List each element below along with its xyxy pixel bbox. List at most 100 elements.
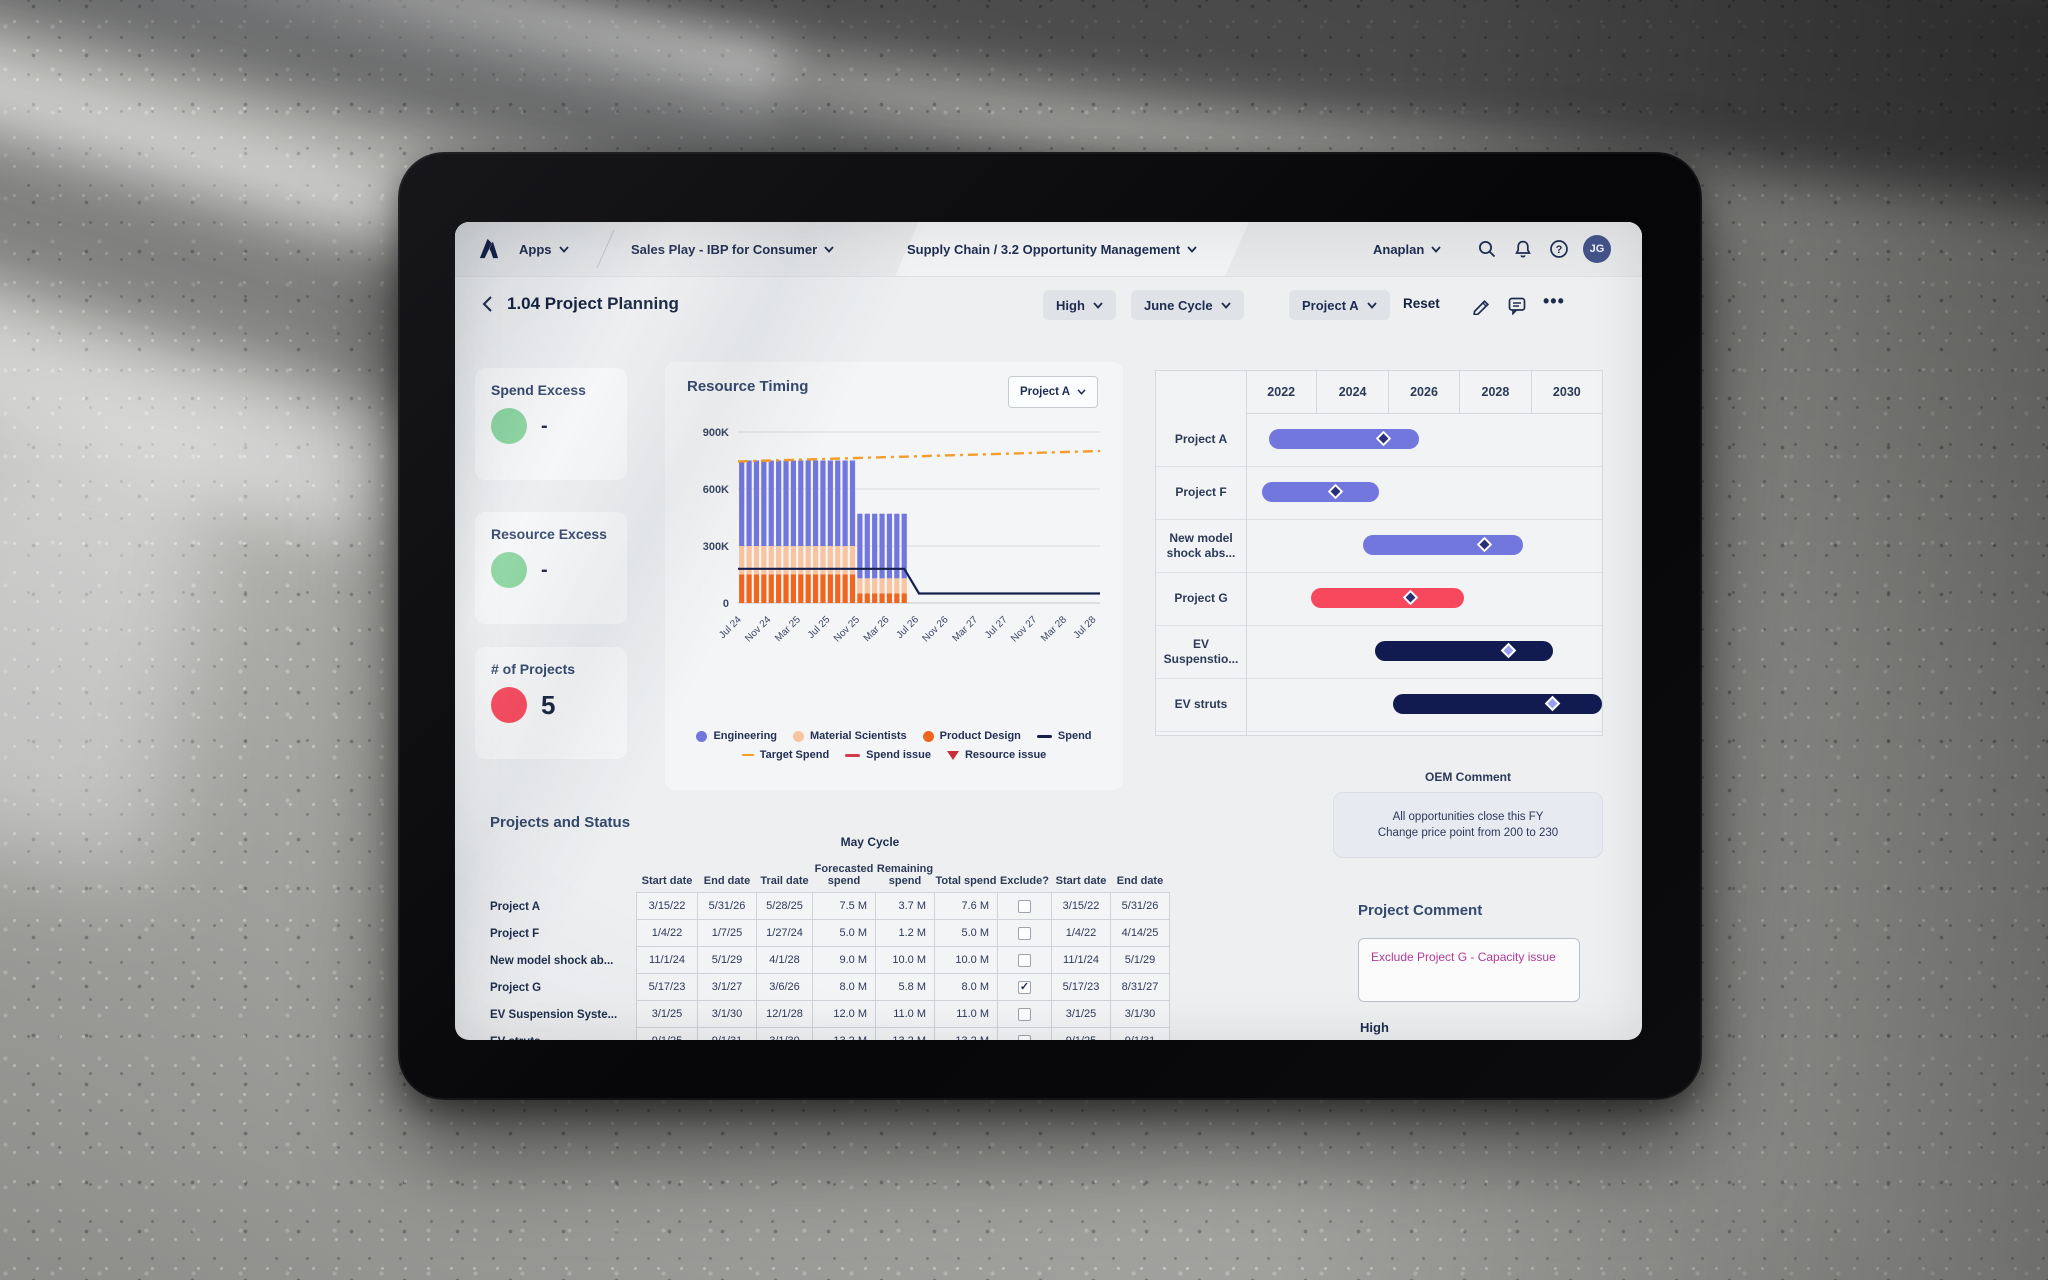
search-icon[interactable] [1477, 239, 1497, 259]
nav-item-apps[interactable]: Apps [519, 222, 569, 276]
table-cell[interactable]: 5/31/26 [698, 893, 756, 919]
kpi-label: # of Projects [491, 661, 576, 677]
svg-text:Nov 26: Nov 26 [920, 614, 950, 644]
chart-title: Resource Timing [687, 378, 809, 395]
more-options-button[interactable]: ••• [1543, 291, 1565, 311]
table-cell[interactable]: 3/15/22 [1052, 893, 1110, 919]
table-cell[interactable]: ✓ [998, 974, 1051, 1000]
table-cell[interactable]: 8.0 M [935, 974, 997, 1000]
table-cell[interactable]: 13.2 M [876, 1028, 934, 1040]
table-cell[interactable]: 13.2 M [813, 1028, 875, 1040]
table-cell[interactable]: 9/1/25 [637, 1028, 697, 1040]
table-cell[interactable]: 3/1/30 [1111, 1001, 1169, 1027]
gantt-bar[interactable] [1269, 429, 1420, 449]
exclude-checkbox[interactable] [1018, 1007, 1031, 1021]
gantt-bar[interactable] [1374, 641, 1553, 661]
table-cell[interactable]: 1/27/24 [757, 920, 812, 946]
table-row-name: Project G [490, 981, 542, 994]
table-cell[interactable]: 3/1/30 [757, 1028, 812, 1040]
table-cell[interactable]: 9.0 M [813, 947, 875, 973]
exclude-checkbox[interactable] [1018, 926, 1031, 940]
table-cell[interactable]: 3/6/26 [757, 974, 812, 1000]
legend-swatch [696, 730, 708, 742]
table-cell[interactable] [998, 893, 1051, 919]
filter-cycle[interactable]: June Cycle [1131, 290, 1244, 320]
table-cell[interactable]: 3/1/25 [637, 1001, 697, 1027]
table-cell[interactable]: 11/1/24 [1052, 947, 1110, 973]
nav-item-page[interactable]: Supply Chain / 3.2 Opportunity Managemen… [907, 222, 1197, 276]
table-cell[interactable] [998, 920, 1051, 946]
table-cell[interactable]: 1/4/22 [637, 920, 697, 946]
exclude-checkbox[interactable] [1018, 899, 1031, 913]
table-cell[interactable]: 7.5 M [813, 893, 875, 919]
table-cell[interactable]: 5/17/23 [1052, 974, 1110, 1000]
table-cell[interactable]: 5.0 M [813, 920, 875, 946]
gantt-bar[interactable] [1362, 535, 1523, 555]
gantt-row-label: EV struts [1174, 697, 1228, 711]
table-column-header: Exclude? [1000, 875, 1049, 888]
table-cell[interactable]: 12.0 M [813, 1001, 875, 1027]
legend-swatch [922, 730, 934, 742]
table-cell[interactable]: 9/1/31 [1111, 1028, 1169, 1040]
nav-item-app[interactable]: Sales Play - IBP for Consumer [631, 222, 834, 276]
legend-swatch [1036, 734, 1052, 738]
table-cell[interactable] [998, 1001, 1051, 1027]
table-cell[interactable]: 3/1/27 [698, 974, 756, 1000]
comment-icon[interactable] [1507, 295, 1527, 315]
table-cell[interactable]: 11.0 M [876, 1001, 934, 1027]
workspace-selector[interactable]: Anaplan [1373, 222, 1441, 276]
table-cell[interactable]: 1.2 M [876, 920, 934, 946]
table-cell[interactable]: 4/14/25 [1111, 920, 1169, 946]
table-cell[interactable]: 1/7/25 [698, 920, 756, 946]
exclude-checkbox[interactable] [1018, 1034, 1031, 1040]
table-cell[interactable]: 10.0 M [935, 947, 997, 973]
table-cell[interactable]: 5/1/29 [698, 947, 756, 973]
table-cell[interactable]: 9/1/31 [698, 1028, 756, 1040]
edit-pencil-icon[interactable] [1471, 295, 1491, 315]
table-column-header: Total spend [935, 875, 997, 888]
table-cell[interactable]: 3/1/25 [1052, 1001, 1110, 1027]
oem-comment-box[interactable]: All opportunities close this FY Change p… [1333, 792, 1603, 858]
chart-project-dropdown[interactable]: Project A [1008, 376, 1098, 408]
filter-high[interactable]: High [1043, 290, 1116, 320]
notifications-bell-icon[interactable] [1513, 239, 1533, 259]
gantt-bar[interactable] [1392, 694, 1602, 714]
table-cell[interactable]: 5.8 M [876, 974, 934, 1000]
table-cell[interactable]: 5/17/23 [637, 974, 697, 1000]
table-cell[interactable]: 7.6 M [935, 893, 997, 919]
table-cell[interactable]: 13.2 M [935, 1028, 997, 1040]
table-cell[interactable]: 8/31/27 [1111, 974, 1169, 1000]
table-cell[interactable]: 3/1/30 [698, 1001, 756, 1027]
user-avatar[interactable]: JG [1583, 235, 1611, 263]
table-cell[interactable]: 9/1/25 [1052, 1028, 1110, 1040]
gantt-bar[interactable] [1310, 588, 1464, 608]
back-button[interactable] [479, 294, 499, 314]
table-cell[interactable]: 8.0 M [813, 974, 875, 1000]
help-icon[interactable]: ? [1549, 239, 1569, 259]
table-cell[interactable]: 5/28/25 [757, 893, 812, 919]
table-cell[interactable]: 4/1/28 [757, 947, 812, 973]
table-cell[interactable] [998, 947, 1051, 973]
table-cell[interactable]: 1/4/22 [1052, 920, 1110, 946]
table-cell[interactable]: 12/1/28 [757, 1001, 812, 1027]
svg-text:Jul 26: Jul 26 [894, 614, 921, 641]
gantt-row-label: Project A [1174, 432, 1228, 446]
table-cell[interactable]: 3/15/22 [637, 893, 697, 919]
exclude-checkbox[interactable]: ✓ [1018, 980, 1031, 994]
table-cell[interactable]: 11/1/24 [637, 947, 697, 973]
table-cell[interactable] [998, 1028, 1051, 1040]
table-cell[interactable]: 11.0 M [935, 1001, 997, 1027]
table-cell[interactable]: 10.0 M [876, 947, 934, 973]
status-circle [491, 687, 527, 723]
table-cell[interactable]: 5.0 M [935, 920, 997, 946]
table-cell[interactable]: 3.7 M [876, 893, 934, 919]
gantt-bar[interactable] [1262, 482, 1379, 502]
project-comment-box[interactable]: Exclude Project G - Capacity issue [1358, 938, 1580, 1002]
table-cell[interactable]: 5/1/29 [1111, 947, 1169, 973]
exclude-checkbox[interactable] [1018, 953, 1031, 967]
table-cell[interactable]: 5/31/26 [1111, 893, 1169, 919]
reset-button[interactable]: Reset [1403, 296, 1440, 311]
anaplan-logo-icon[interactable] [477, 237, 500, 260]
filter-project[interactable]: Project A [1289, 290, 1390, 320]
svg-text:Mar 28: Mar 28 [1039, 614, 1069, 644]
